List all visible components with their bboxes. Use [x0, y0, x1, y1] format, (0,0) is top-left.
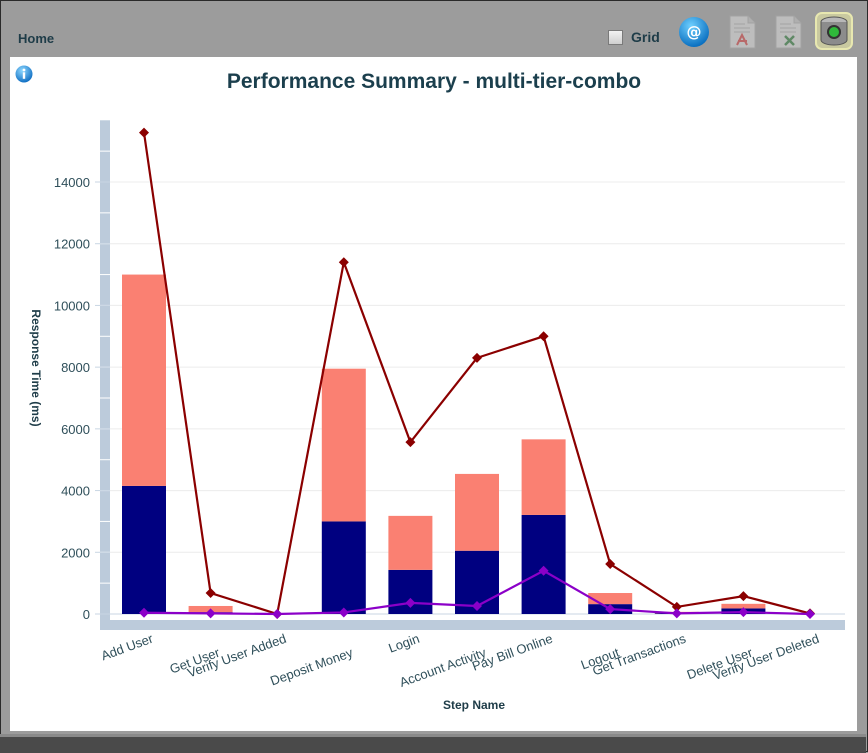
x-tick-label: Add User	[99, 630, 156, 663]
grid-checkbox[interactable]	[608, 29, 623, 45]
data-point-min	[405, 597, 416, 608]
data-point-min	[538, 565, 549, 576]
home-link[interactable]: Home	[18, 31, 55, 46]
chart-title: Performance Summary - multi-tier-combo	[226, 70, 642, 93]
y-axis-band	[100, 120, 110, 631]
x-tick-label: Login	[386, 631, 421, 656]
grid-toggle[interactable]: Grid	[608, 29, 660, 45]
excel-export-icon[interactable]	[771, 14, 805, 50]
axes	[95, 120, 845, 631]
email-icon[interactable]: @	[678, 16, 710, 48]
svg-text:@: @	[687, 23, 702, 41]
grid-label: Grid	[631, 29, 660, 45]
status-bar	[0, 734, 866, 753]
bar-segment-lower	[521, 514, 566, 614]
lines	[139, 127, 815, 619]
y-tick-label: 2000	[61, 545, 90, 560]
y-tick-label: 10000	[54, 298, 90, 313]
data-point-min	[671, 608, 682, 619]
bar-segment-upper	[455, 473, 499, 551]
y-tick-label: 0	[83, 607, 90, 622]
data-point-max	[738, 591, 749, 602]
data-point-max	[405, 437, 416, 448]
data-point-max	[671, 601, 682, 612]
data-point-min	[738, 607, 749, 618]
data-point-max	[605, 559, 616, 570]
data-point-min	[805, 609, 815, 619]
y-axis-title: Response Time (ms)	[29, 309, 43, 426]
data-point-min	[272, 609, 283, 619]
bars	[122, 274, 766, 614]
data-point-max	[472, 352, 482, 363]
y-tick-label: 4000	[61, 484, 90, 499]
info-icon[interactable]	[15, 65, 33, 83]
data-point-max	[538, 331, 549, 342]
x-axis-title: Step Name	[443, 698, 505, 712]
bar-segment-upper	[588, 593, 633, 605]
data-point-max	[338, 257, 349, 268]
data-point-max	[205, 588, 216, 599]
y-tick-label: 12000	[54, 237, 90, 252]
x-axis-band	[100, 620, 845, 630]
data-point-min	[139, 607, 149, 618]
x-tick-label: Deposit Money	[268, 645, 355, 689]
top-toolbar: Home Grid @	[0, 0, 866, 56]
gridlines	[110, 181, 845, 615]
database-status-icon[interactable]	[815, 12, 853, 50]
data-point-min	[605, 604, 616, 615]
bar-segment-upper	[388, 515, 433, 570]
data-point-min	[338, 607, 349, 618]
data-point-min	[472, 600, 482, 611]
y-tick-label: 6000	[61, 422, 90, 437]
bar-segment-upper	[122, 274, 166, 486]
bar-segment-lower	[122, 485, 166, 614]
bar-segment-upper	[721, 603, 766, 609]
bar-segment-lower	[321, 521, 366, 614]
bar-segment-upper	[321, 368, 366, 522]
data-point-min	[205, 608, 216, 619]
pdf-export-icon[interactable]	[725, 14, 759, 50]
y-tick-label: 8000	[61, 360, 90, 375]
data-point-max	[139, 127, 149, 138]
bar-segment-upper	[521, 439, 566, 515]
y-tick-label: 14000	[54, 175, 90, 190]
